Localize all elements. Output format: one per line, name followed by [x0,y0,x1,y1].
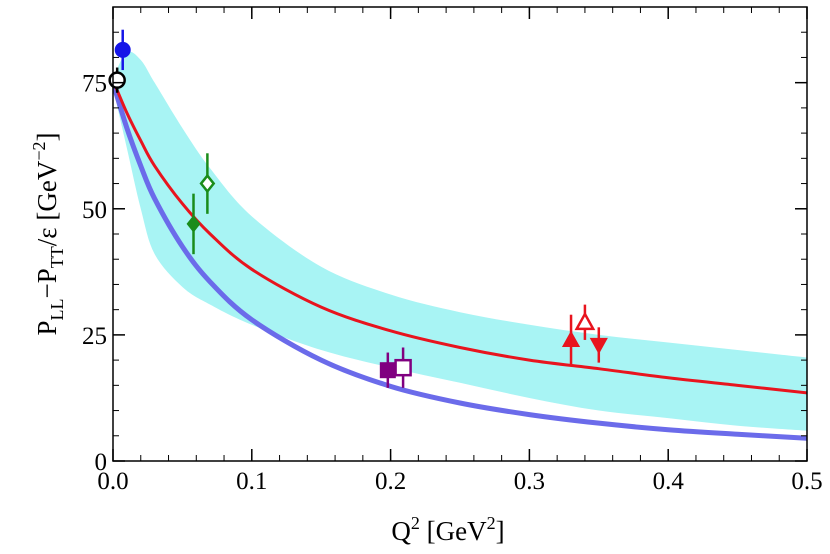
band-layer [113,51,807,431]
blue-curve [113,80,807,441]
uncertainty-band [113,51,807,431]
red-filled-triangle-up-marker [561,330,581,348]
x-axis-title-unit: [GeV [420,516,487,546]
y-axis-title-unit-sup: −2 [29,142,49,161]
x-axis-title: Q2 [GeV2] [391,513,504,546]
purple-filled-square-marker [379,362,396,379]
y-axis-title-minus: −P [32,268,62,298]
curve-layer [113,78,807,441]
x-tick-label: 0.2 [375,468,406,495]
tick-layer: 0.0 0.1 0.2 0.3 0.4 0.5 0 25 50 75 [82,7,823,495]
red-curve [113,78,807,395]
blue-filled-circle-marker [114,41,131,58]
x-tick-label: 0.3 [514,468,545,495]
x-axis-title-sup: 2 [411,513,420,533]
y-tick-label: 25 [82,323,107,350]
y-axis-title-s2: TT [47,246,67,268]
purple-open-square-point [394,347,412,388]
y-tick-label: 0 [95,449,108,476]
green-open-diamond-point [199,153,216,214]
red-open-triangle-up-marker [574,311,596,331]
red-filled-triangle-down-marker [589,337,608,355]
y-tick-label: 75 [82,71,107,98]
x-axis-title-close: ] [496,516,505,546]
blue-filled-circle-point [114,29,131,71]
y-tick-label: 50 [82,197,107,224]
purple-open-square-marker [394,358,412,377]
y-axis-title-p1: P [32,320,62,335]
green-filled-diamond-marker [186,215,201,233]
red-filled-triangle-down-point [589,327,608,363]
y-axis-title: PLL−PTT/ε [GeV−2] [29,133,67,336]
x-axis-title-unit-sup: 2 [487,513,496,533]
red-filled-triangle-up-point [561,314,581,366]
x-tick-label: 0.1 [236,468,267,495]
y-axis-title-s1: LL [47,298,67,320]
red-open-triangle-up-point [574,304,596,340]
point-layer [108,29,608,388]
x-tick-label: 0.5 [791,468,822,495]
green-open-diamond-marker [199,173,216,194]
black-open-circle-marker [108,71,126,89]
x-axis-title-main: Q [391,516,411,546]
green-filled-diamond-point [186,193,201,255]
x-tick-label: 0.4 [653,468,685,495]
y-axis-title-rest: /ε [GeV [32,160,62,246]
x-tick-label: 0.0 [97,468,128,495]
purple-filled-square-point [379,352,396,388]
y-axis-title-close: ] [32,133,62,142]
